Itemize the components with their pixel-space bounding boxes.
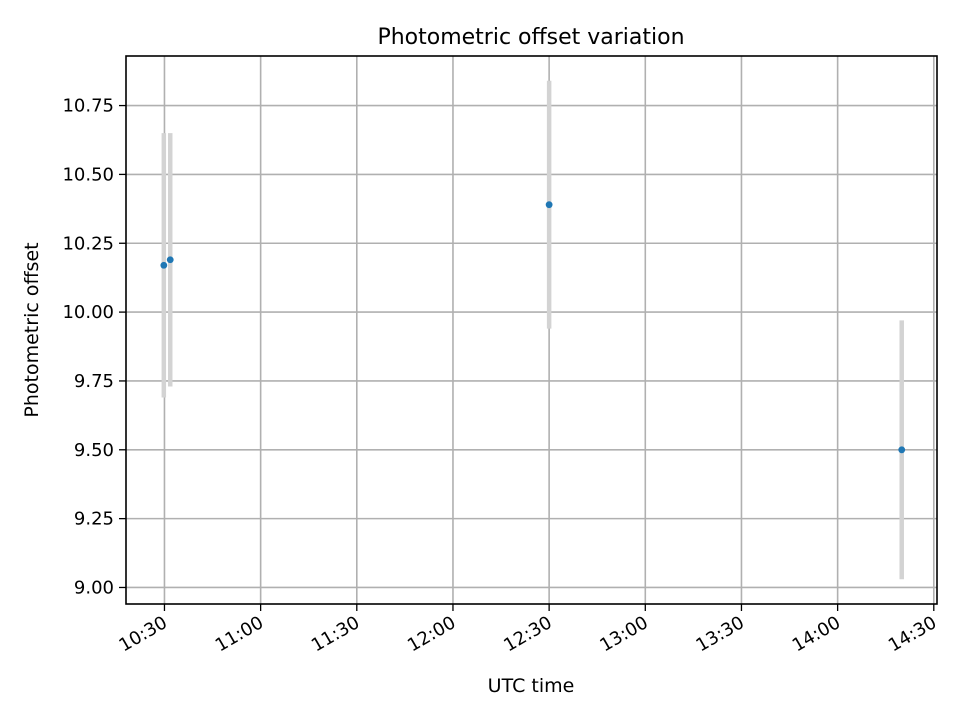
x-axis-label: UTC time bbox=[488, 675, 575, 697]
plot-frame bbox=[125, 55, 938, 605]
x-tick-label: 12:30 bbox=[500, 612, 555, 656]
data-point bbox=[160, 261, 168, 269]
x-tick-label: 13:00 bbox=[596, 612, 651, 656]
x-tick-label: 11:00 bbox=[212, 612, 267, 656]
y-tick-label: 10.00 bbox=[62, 302, 114, 323]
y-tick-label: 9.00 bbox=[74, 577, 114, 598]
data-point bbox=[898, 446, 906, 454]
y-tick-label: 9.25 bbox=[74, 509, 114, 530]
y-tick-label: 9.50 bbox=[74, 440, 114, 461]
x-tick-label: 13:30 bbox=[693, 612, 748, 656]
x-tick-label: 10:30 bbox=[116, 612, 171, 656]
data-points bbox=[160, 201, 906, 454]
error-bars bbox=[161, 80, 904, 580]
y-tick-label: 10.25 bbox=[62, 233, 114, 254]
y-axis-ticks: 9.00 9.25 9.50 9.75 10.00 10.25 10.50 10.75 bbox=[62, 96, 126, 598]
data-point bbox=[545, 201, 553, 209]
y-tick-label: 10.75 bbox=[62, 96, 114, 117]
y-axis-label: Photometric offset bbox=[21, 242, 43, 417]
grid-lines bbox=[126, 56, 937, 604]
x-tick-label: 11:30 bbox=[308, 612, 363, 656]
y-tick-label: 10.50 bbox=[62, 164, 114, 185]
x-tick-label: 14:30 bbox=[885, 612, 940, 656]
x-tick-label: 12:00 bbox=[404, 612, 459, 656]
x-tick-label: 14:00 bbox=[789, 612, 844, 656]
data-point bbox=[166, 256, 174, 264]
chart-title: Photometric offset variation bbox=[377, 25, 684, 50]
y-tick-label: 9.75 bbox=[74, 371, 114, 392]
x-axis-ticks: 10:30 11:00 11:30 12:00 12:30 13:00 13:30 14:00… bbox=[116, 604, 940, 656]
